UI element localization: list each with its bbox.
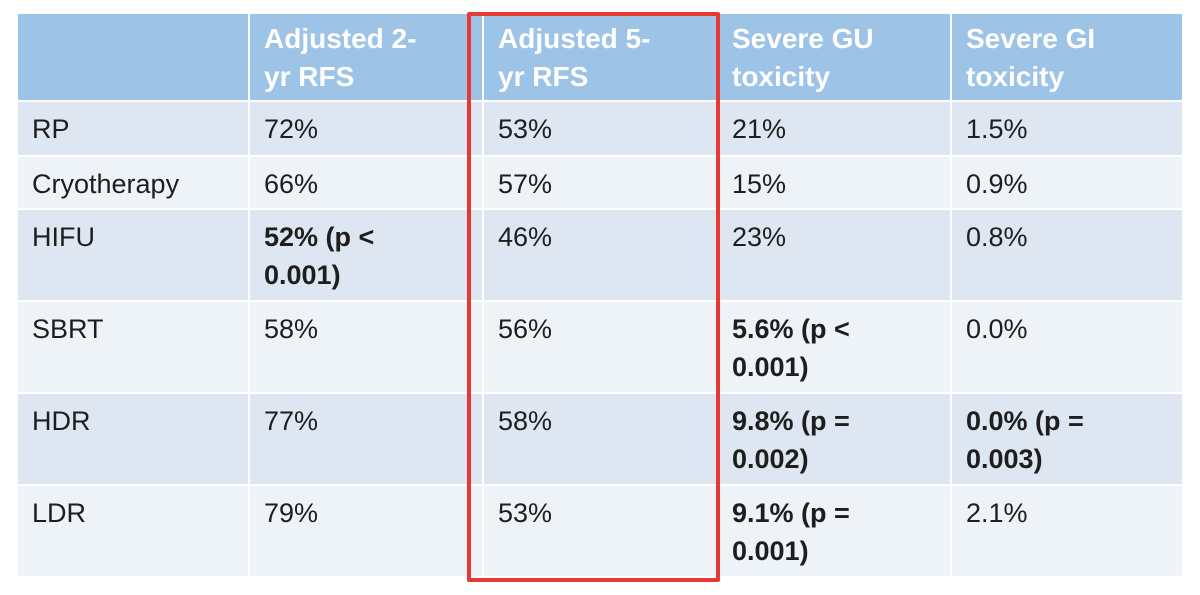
- cell-text: 0.8%: [966, 222, 1028, 252]
- data-cell: 0.0% (p = 0.003): [952, 394, 1182, 484]
- cell-text: 15%: [732, 169, 787, 199]
- data-cell: 5.6% (p < 0.001): [718, 302, 950, 392]
- data-cell: 77%: [250, 394, 482, 484]
- data-cell: 52% (p < 0.001): [250, 210, 482, 300]
- data-cell: 21%: [718, 102, 950, 155]
- cell-text: 58%: [264, 314, 319, 344]
- cell-text: Adjusted 5-yr RFS: [498, 23, 651, 92]
- data-cell: 9.8% (p = 0.002): [718, 394, 950, 484]
- row-label: Cryotherapy: [18, 157, 248, 208]
- cell-text: 5.6% (p < 0.001): [732, 314, 850, 382]
- data-cell: 53%: [484, 486, 716, 576]
- cell-text: 53%: [498, 114, 553, 144]
- cell-text: 21%: [732, 114, 787, 144]
- cell-text: Cryotherapy: [32, 169, 180, 199]
- cell-text: 0.0% (p = 0.003): [966, 406, 1084, 474]
- data-cell: 58%: [484, 394, 716, 484]
- cell-text: 52% (p < 0.001): [264, 222, 375, 290]
- data-cell: 66%: [250, 157, 482, 208]
- cell-text: 72%: [264, 114, 319, 144]
- cell-text: 66%: [264, 169, 319, 199]
- header-cell: Severe GI toxicity: [952, 14, 1182, 100]
- cell-text: 0.9%: [966, 169, 1028, 199]
- cell-text: 2.1%: [966, 498, 1028, 528]
- row-label: SBRT: [18, 302, 248, 392]
- cell-text: HDR: [32, 406, 91, 436]
- cell-text: 79%: [264, 498, 319, 528]
- row-label: RP: [18, 102, 248, 155]
- row-label: HIFU: [18, 210, 248, 300]
- cell-text: 0.0%: [966, 314, 1028, 344]
- header-cell: Severe GU toxicity: [718, 14, 950, 100]
- data-cell: 0.9%: [952, 157, 1182, 208]
- data-cell: 9.1% (p = 0.001): [718, 486, 950, 576]
- header-cell: Adjusted 2-yr RFS: [250, 14, 482, 100]
- cell-text: 23%: [732, 222, 787, 252]
- cell-text: 9.8% (p = 0.002): [732, 406, 850, 474]
- cell-text: 9.1% (p = 0.001): [732, 498, 850, 566]
- header-cell: Adjusted 5-yr RFS: [484, 14, 716, 100]
- comparison-table: Adjusted 2-yr RFS Adjusted 5-yr RFS Severe…: [18, 14, 1182, 576]
- cell-text: 46%: [498, 222, 553, 252]
- cell-text: LDR: [32, 498, 87, 528]
- header-cell: [18, 14, 248, 100]
- data-cell: 0.0%: [952, 302, 1182, 392]
- data-cell: 15%: [718, 157, 950, 208]
- cell-text: 77%: [264, 406, 319, 436]
- data-cell: 23%: [718, 210, 950, 300]
- data-cell: 2.1%: [952, 486, 1182, 576]
- cell-text: 1.5%: [966, 114, 1028, 144]
- cell-text: 57%: [498, 169, 553, 199]
- data-cell: 1.5%: [952, 102, 1182, 155]
- data-cell: 58%: [250, 302, 482, 392]
- data-cell: 72%: [250, 102, 482, 155]
- cell-text: Adjusted 2-yr RFS: [264, 23, 417, 92]
- data-cell: 53%: [484, 102, 716, 155]
- cell-text: Severe GU toxicity: [732, 23, 874, 92]
- cell-text: 56%: [498, 314, 553, 344]
- cell-text: 53%: [498, 498, 553, 528]
- row-label: LDR: [18, 486, 248, 576]
- cell-text: SBRT: [32, 314, 104, 344]
- data-cell: 46%: [484, 210, 716, 300]
- cell-text: RP: [32, 114, 70, 144]
- data-cell: 0.8%: [952, 210, 1182, 300]
- cell-text: Severe GI toxicity: [966, 23, 1096, 92]
- data-cell: 79%: [250, 486, 482, 576]
- cell-text: 58%: [498, 406, 553, 436]
- data-cell: 56%: [484, 302, 716, 392]
- row-label: HDR: [18, 394, 248, 484]
- cell-text: HIFU: [32, 222, 95, 252]
- data-cell: 57%: [484, 157, 716, 208]
